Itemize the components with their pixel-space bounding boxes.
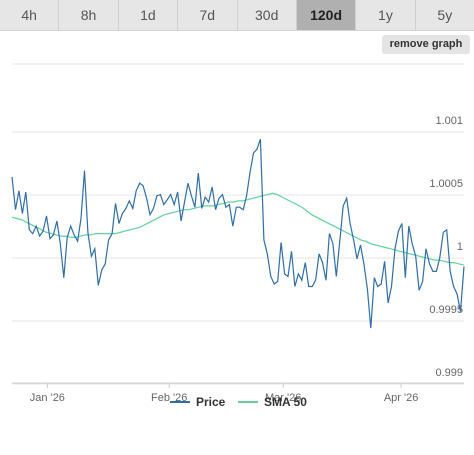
x-tick-label: Jan '26 <box>30 392 65 404</box>
legend-price-label: Price <box>196 395 226 409</box>
legend-item-price[interactable]: Price <box>170 392 225 412</box>
tab-1y[interactable]: 1y <box>356 0 416 30</box>
x-tick-label: Mar '26 <box>265 392 301 404</box>
tab-8h[interactable]: 8h <box>59 0 119 30</box>
timeframe-tabs: 4h 8h 1d 7d 30d 120d 1y 5y <box>0 0 474 31</box>
remove-graph-button[interactable]: remove graph <box>382 35 470 54</box>
chart-legend: Price SMA 50 <box>0 392 474 412</box>
legend-item-sma[interactable]: SMA 50 <box>238 392 307 412</box>
price-series-line <box>11 138 465 329</box>
legend-price-swatch <box>170 401 190 403</box>
y-tick-label: 0.999 <box>435 367 463 379</box>
y-tick-label: 1.001 <box>435 115 463 127</box>
y-axis-labels: 1.001 1.0005 1 0.9995 0.999 <box>429 115 463 379</box>
tab-120d[interactable]: 120d <box>296 0 357 30</box>
tab-7d[interactable]: 7d <box>178 0 238 30</box>
tab-4h[interactable]: 4h <box>0 0 60 30</box>
legend-sma-swatch <box>238 401 258 403</box>
tab-30d[interactable]: 30d <box>237 0 297 30</box>
sma-50-series-line <box>11 192 465 266</box>
x-axis-labels: Jan '26 Feb '26 Mar '26 Apr '26 <box>30 383 419 404</box>
tab-1d[interactable]: 1d <box>118 0 179 30</box>
y-tick-label: 1 <box>457 241 463 253</box>
x-tick-label: Apr '26 <box>384 392 419 404</box>
legend-sma-label: SMA 50 <box>264 395 307 409</box>
y-tick-label: 1.0005 <box>429 178 463 190</box>
chart-grid <box>12 63 464 385</box>
y-tick-label: 0.9995 <box>429 304 463 316</box>
tab-5y[interactable]: 5y <box>415 0 474 30</box>
